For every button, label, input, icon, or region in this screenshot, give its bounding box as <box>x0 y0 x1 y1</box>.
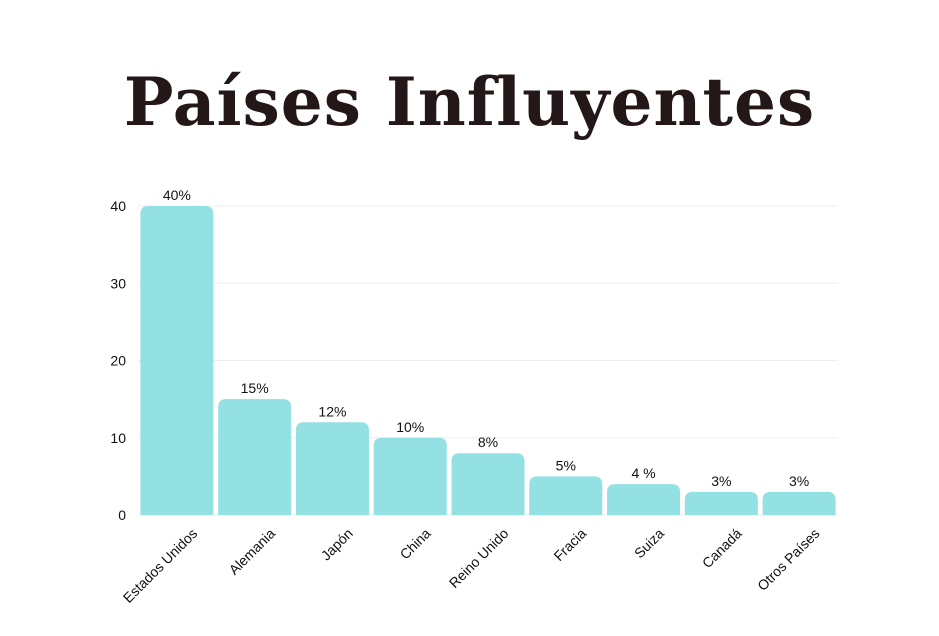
bars <box>140 206 836 515</box>
y-tick-label: 20 <box>110 353 126 369</box>
bar-value-label: 8% <box>478 434 498 450</box>
bar-value-label: 4 % <box>631 465 655 481</box>
x-category-label: Suiza <box>631 525 667 561</box>
bar-japón <box>295 422 369 515</box>
x-category-label: Estados Unidos <box>120 525 201 606</box>
bar-value-label: 3% <box>711 473 731 489</box>
bar-value-label: 3% <box>789 473 809 489</box>
x-category-label: Canadá <box>699 525 745 571</box>
y-tick-label: 40 <box>110 198 126 214</box>
x-category-label: Reino Unido <box>446 525 512 591</box>
x-axis-category-labels: Estados Unidos Alemania Japón China Reino Un… <box>120 525 823 606</box>
bar-china <box>373 437 447 515</box>
x-category-label: China <box>397 525 434 562</box>
bar-canadá <box>684 491 758 515</box>
bar-value-label: 5% <box>556 457 576 473</box>
x-category-label: Japón <box>318 525 356 563</box>
bar-value-label: 40% <box>163 187 191 203</box>
y-tick-label: 0 <box>118 507 126 523</box>
bar-alemania <box>218 399 292 515</box>
bar-fracia <box>529 476 603 515</box>
bar-estados-unidos <box>140 206 214 515</box>
x-category-label: Alemania <box>226 525 279 578</box>
bar-otros-países <box>762 491 836 515</box>
y-tick-label: 30 <box>110 275 126 291</box>
y-axis-ticks: 0 10 20 30 40 <box>110 198 126 523</box>
bar-reino-unido <box>451 453 525 515</box>
bar-value-label: 12% <box>318 403 346 419</box>
bar-value-labels: 40% 15% 12% 10% 8% 5% 4 % 3% 3% <box>163 187 809 489</box>
bar-value-label: 15% <box>241 380 269 396</box>
x-category-label: Otros Países <box>754 525 823 594</box>
y-tick-label: 10 <box>110 430 126 446</box>
x-category-label: Fracia <box>550 525 589 564</box>
chart-title: Países Influyentes <box>123 63 816 141</box>
bar-value-label: 10% <box>396 419 424 435</box>
bar-suiza <box>607 484 681 515</box>
